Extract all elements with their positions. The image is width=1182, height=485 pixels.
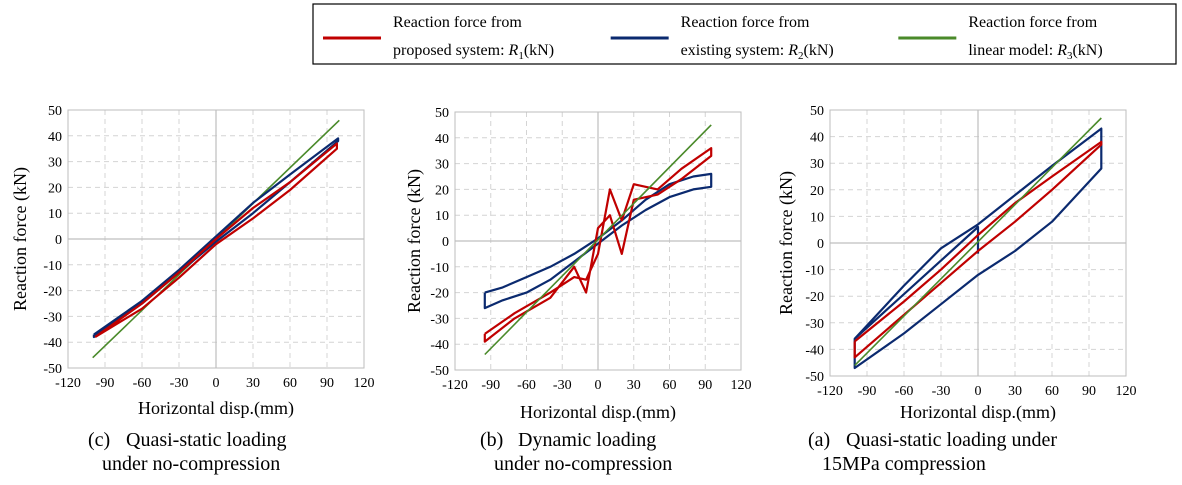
- caption-line2: under no-compression: [102, 453, 280, 475]
- x-tick-label: -90: [858, 384, 877, 399]
- x-tick-label: -60: [517, 378, 536, 393]
- y-tick-label: 0: [817, 237, 824, 252]
- x-tick-label: -60: [895, 384, 914, 399]
- y-tick-label: -30: [43, 310, 62, 325]
- y-tick-label: 10: [435, 209, 449, 224]
- x-tick-label: -90: [96, 376, 115, 391]
- caption-label: (a): [808, 429, 830, 451]
- series-line-R3: [484, 124, 712, 356]
- y-axis-title: Reaction force (kN): [776, 171, 797, 315]
- legend-text-line1: Reaction force from: [968, 14, 1097, 31]
- chart-panel-a: -120 -90 -60 -30 0 30 60 90 120 -50 -40 -30 -20 -10 0 1…: [776, 104, 1136, 475]
- legend-text-line2: proposed system: R1(kN): [393, 42, 554, 62]
- y-axis-title: Reaction force (kN): [10, 167, 31, 311]
- y-tick-label: 40: [810, 131, 824, 146]
- x-tick-label: -30: [170, 376, 189, 391]
- legend-text-line2: linear model: R3(kN): [968, 42, 1102, 62]
- y-tick-label: 0: [55, 233, 62, 248]
- x-tick-label: -30: [932, 384, 951, 399]
- caption-label: (b): [480, 429, 503, 451]
- x-tick-label: 0: [975, 384, 982, 399]
- x-axis-title: Horizontal disp.(mm): [900, 402, 1056, 423]
- y-tick-label: 10: [48, 207, 62, 222]
- y-axis-title: Reaction force (kN): [404, 169, 425, 313]
- y-tick-label: -40: [43, 336, 62, 351]
- y-tick-label: -10: [43, 259, 62, 274]
- x-tick-label: 60: [283, 376, 297, 391]
- legend-entry-2: Reaction force from existing system: R2(k…: [610, 14, 834, 62]
- series-line-R2: [483, 172, 713, 310]
- legend-text-line2: existing system: R2(kN): [681, 42, 834, 62]
- x-tick-label: 30: [246, 376, 260, 391]
- caption-line1: Quasi-static loading under: [846, 429, 1057, 451]
- x-tick-label: 30: [627, 378, 641, 393]
- legend-box: [312, 3, 1177, 65]
- y-tick-label: 20: [435, 183, 449, 198]
- x-axis-title: Horizontal disp.(mm): [520, 402, 676, 423]
- series-line-R1: [94, 142, 338, 338]
- y-tick-label: 20: [48, 181, 62, 196]
- caption-line1: Dynamic loading: [518, 429, 656, 451]
- y-tick-label: -30: [430, 312, 449, 327]
- y-tick-label: 50: [48, 104, 62, 119]
- x-tick-label: 0: [213, 376, 220, 391]
- y-tick-label: -50: [805, 370, 824, 385]
- x-tick-label: 120: [354, 376, 375, 391]
- y-tick-label: 0: [442, 235, 449, 250]
- y-tick-label: -50: [43, 362, 62, 377]
- legend-entry-1: Reaction force from proposed system: R1(k…: [323, 14, 554, 62]
- caption-label: (c): [88, 429, 110, 451]
- y-tick-label: 20: [810, 184, 824, 199]
- y-tick-label: -40: [805, 343, 824, 358]
- y-tick-label: 50: [435, 106, 449, 121]
- chart-panel-c: -120 -90 -60 -30 0 30 60 90 120 -50 -40 -30 -20 -10 0 1…: [10, 104, 374, 475]
- x-tick-label: 90: [698, 378, 712, 393]
- x-tick-label: -30: [553, 378, 572, 393]
- series-line-R3: [854, 117, 1102, 366]
- series-line-R1: [483, 147, 713, 343]
- y-tick-label: 30: [48, 156, 62, 171]
- y-tick-label: -10: [805, 264, 824, 279]
- caption-line1: Quasi-static loading: [126, 429, 287, 451]
- caption-line2: 15MPa compression: [822, 453, 986, 475]
- x-tick-label: -120: [442, 378, 468, 393]
- y-tick-label: -30: [805, 317, 824, 332]
- chart-panel-b: -120 -90 -60 -30 0 30 60 90 120 -50 -40 -30 -20 -10 0 1…: [404, 106, 751, 475]
- x-tick-label: -120: [55, 376, 81, 391]
- y-tick-label: -20: [805, 290, 824, 305]
- x-tick-label: 120: [1116, 384, 1137, 399]
- legend-text-line1: Reaction force from: [393, 14, 522, 31]
- y-tick-label: -20: [43, 285, 62, 300]
- x-tick-label: 120: [731, 378, 752, 393]
- x-tick-label: -120: [817, 384, 843, 399]
- x-tick-label: -60: [133, 376, 152, 391]
- x-tick-label: 0: [595, 378, 602, 393]
- x-axis-title: Horizontal disp.(mm): [138, 398, 294, 419]
- y-tick-label: 40: [435, 132, 449, 147]
- x-tick-label: 30: [1008, 384, 1022, 399]
- y-tick-label: -50: [430, 364, 449, 379]
- y-tick-label: 30: [810, 157, 824, 172]
- y-tick-label: -10: [430, 261, 449, 276]
- y-tick-label: -20: [430, 287, 449, 302]
- x-tick-label: 90: [320, 376, 334, 391]
- caption-line2: under no-compression: [494, 453, 672, 475]
- legend: Reaction force from proposed system: R1(k…: [312, 3, 1177, 65]
- x-tick-label: 60: [663, 378, 677, 393]
- x-tick-label: 90: [1082, 384, 1096, 399]
- x-tick-label: -90: [481, 378, 500, 393]
- y-tick-label: 10: [810, 210, 824, 225]
- y-tick-label: -40: [430, 338, 449, 353]
- y-tick-label: 40: [48, 130, 62, 145]
- legend-entry-3: Reaction force from linear model: R3(kN): [898, 14, 1103, 62]
- y-tick-label: 30: [435, 158, 449, 173]
- y-tick-label: 50: [810, 104, 824, 119]
- x-tick-label: 60: [1045, 384, 1059, 399]
- legend-text-line1: Reaction force from: [681, 14, 810, 31]
